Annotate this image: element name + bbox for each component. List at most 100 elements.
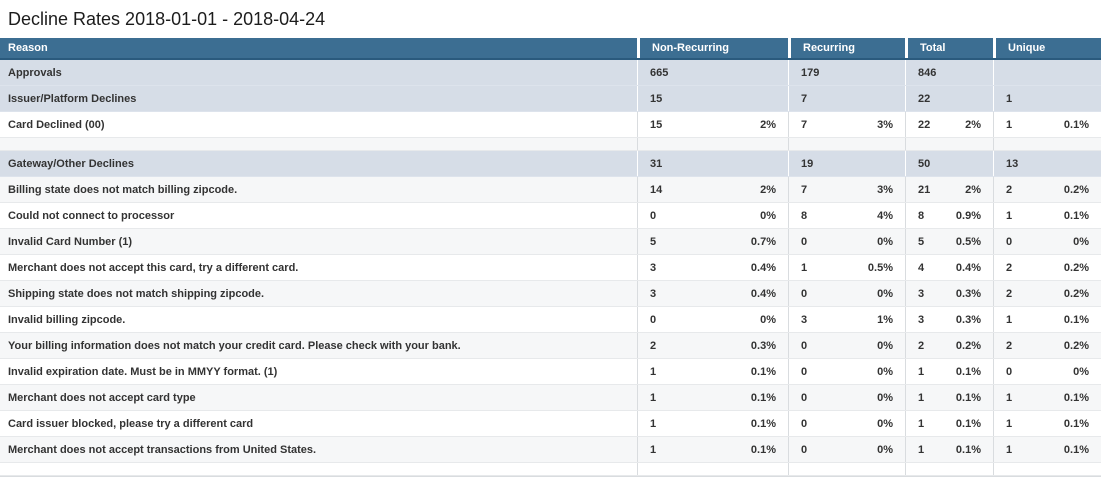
cell-recurring: 0 0% bbox=[788, 385, 905, 410]
spacer-row bbox=[0, 138, 1101, 151]
cell-total: 846 bbox=[905, 60, 993, 85]
cell-unique: 1 0.1% bbox=[993, 385, 1101, 410]
recurring-count: 7 bbox=[801, 118, 808, 131]
cell-non-recurring bbox=[637, 463, 788, 475]
non-recurring-percent: 0% bbox=[760, 209, 776, 222]
reason-label: Shipping state does not match shipping z… bbox=[8, 287, 265, 300]
recurring-count: 0 bbox=[801, 339, 808, 352]
cell-unique: 1 0.1% bbox=[993, 411, 1101, 436]
cell-recurring: 0 0% bbox=[788, 333, 905, 358]
non-recurring-count: 2 bbox=[650, 339, 657, 352]
non-recurring-count: 1 bbox=[650, 417, 657, 430]
cell-total: 1 0.1% bbox=[905, 437, 993, 462]
unique-count: 13 bbox=[1006, 157, 1019, 170]
cell-reason: Your billing information does not match … bbox=[0, 333, 637, 358]
cell-recurring: 7 bbox=[788, 86, 905, 111]
unique-count: 1 bbox=[1006, 443, 1013, 456]
recurring-percent: 1% bbox=[877, 313, 893, 326]
recurring-percent: 3% bbox=[877, 118, 893, 131]
unique-count: 2 bbox=[1006, 183, 1013, 196]
cell-reason: Approvals bbox=[0, 60, 637, 85]
non-recurring-count: 31 bbox=[650, 157, 663, 170]
cell-total: 2 0.2% bbox=[905, 333, 993, 358]
table-row: Could not connect to processor 0 0% 8 4%… bbox=[0, 203, 1101, 229]
category-row: Approvals 665 179 846 bbox=[0, 60, 1101, 86]
non-recurring-count: 1 bbox=[650, 443, 657, 456]
recurring-count: 3 bbox=[801, 313, 808, 326]
cell-unique: 0 0% bbox=[993, 229, 1101, 254]
total-count: 22 bbox=[918, 118, 931, 131]
unique-count: 2 bbox=[1006, 287, 1013, 300]
reason-label: Could not connect to processor bbox=[8, 209, 175, 222]
cell-unique: 13 bbox=[993, 151, 1101, 176]
cell-recurring: 0 0% bbox=[788, 437, 905, 462]
column-header-total: Total bbox=[905, 38, 993, 58]
cell-reason bbox=[0, 463, 637, 475]
non-recurring-count: 14 bbox=[650, 183, 663, 196]
non-recurring-count: 3 bbox=[650, 261, 657, 274]
total-count: 2 bbox=[918, 339, 925, 352]
total-count: 846 bbox=[918, 66, 937, 79]
recurring-count: 0 bbox=[801, 235, 808, 248]
unique-percent: 0% bbox=[1073, 365, 1089, 378]
total-percent: 0.1% bbox=[955, 443, 981, 456]
column-header-non-recurring: Non-Recurring bbox=[637, 38, 788, 58]
cell-reason: Billing state does not match billing zip… bbox=[0, 177, 637, 202]
non-recurring-count: 3 bbox=[650, 287, 657, 300]
non-recurring-percent: 0.1% bbox=[750, 365, 776, 378]
recurring-count: 0 bbox=[801, 391, 808, 404]
non-recurring-percent: 0.4% bbox=[750, 261, 776, 274]
unique-percent: 0.1% bbox=[1063, 313, 1089, 326]
cell-unique: 2 0.2% bbox=[993, 255, 1101, 280]
table-body: Approvals 665 179 846 Issuer/Platform De… bbox=[0, 60, 1101, 476]
reason-label: Invalid expiration date. Must be in MMYY… bbox=[8, 365, 278, 378]
cell-total: 22 2% bbox=[905, 112, 993, 137]
category-row: Gateway/Other Declines 31 19 50 13 bbox=[0, 151, 1101, 177]
cell-total: 5 0.5% bbox=[905, 229, 993, 254]
unique-count: 2 bbox=[1006, 261, 1013, 274]
cell-unique: 2 0.2% bbox=[993, 281, 1101, 306]
cell-non-recurring: 665 bbox=[637, 60, 788, 85]
total-percent: 0.4% bbox=[955, 261, 981, 274]
cell-unique: 1 0.1% bbox=[993, 437, 1101, 462]
reason-label: Card issuer blocked, please try a differ… bbox=[8, 417, 254, 430]
non-recurring-percent: 2% bbox=[760, 118, 776, 131]
unique-count: 0 bbox=[1006, 235, 1013, 248]
recurring-count: 7 bbox=[801, 92, 808, 105]
cell-reason: Merchant does not accept card type bbox=[0, 385, 637, 410]
total-percent: 0.5% bbox=[955, 235, 981, 248]
unique-percent: 0.2% bbox=[1063, 339, 1089, 352]
cell-unique bbox=[993, 463, 1101, 475]
cell-recurring: 8 4% bbox=[788, 203, 905, 228]
reason-label: Invalid Card Number (1) bbox=[8, 235, 133, 248]
cell-unique bbox=[993, 138, 1101, 150]
non-recurring-count: 1 bbox=[650, 365, 657, 378]
cell-total bbox=[905, 138, 993, 150]
cell-reason: Merchant does not accept transactions fr… bbox=[0, 437, 637, 462]
cell-non-recurring: 3 0.4% bbox=[637, 281, 788, 306]
recurring-count: 7 bbox=[801, 183, 808, 196]
total-count: 22 bbox=[918, 92, 931, 105]
reason-label: Issuer/Platform Declines bbox=[8, 92, 137, 105]
cell-total: 50 bbox=[905, 151, 993, 176]
unique-count: 1 bbox=[1006, 313, 1013, 326]
recurring-percent: 0% bbox=[877, 443, 893, 456]
unique-percent: 0.2% bbox=[1063, 287, 1089, 300]
non-recurring-percent: 0.1% bbox=[750, 417, 776, 430]
total-count: 8 bbox=[918, 209, 925, 222]
column-header-unique: Unique bbox=[993, 38, 1101, 58]
recurring-count: 0 bbox=[801, 287, 808, 300]
total-percent: 0.2% bbox=[955, 339, 981, 352]
cell-non-recurring bbox=[637, 138, 788, 150]
table-row: Billing state does not match billing zip… bbox=[0, 177, 1101, 203]
total-count: 21 bbox=[918, 183, 931, 196]
cell-recurring: 19 bbox=[788, 151, 905, 176]
reason-label: Merchant does not accept card type bbox=[8, 391, 196, 404]
cell-reason: Invalid billing zipcode. bbox=[0, 307, 637, 332]
recurring-percent: 0% bbox=[877, 235, 893, 248]
total-count: 5 bbox=[918, 235, 925, 248]
cell-unique bbox=[993, 60, 1101, 85]
total-percent: 0.9% bbox=[955, 209, 981, 222]
cell-non-recurring: 15 2% bbox=[637, 112, 788, 137]
non-recurring-percent: 0.4% bbox=[750, 287, 776, 300]
